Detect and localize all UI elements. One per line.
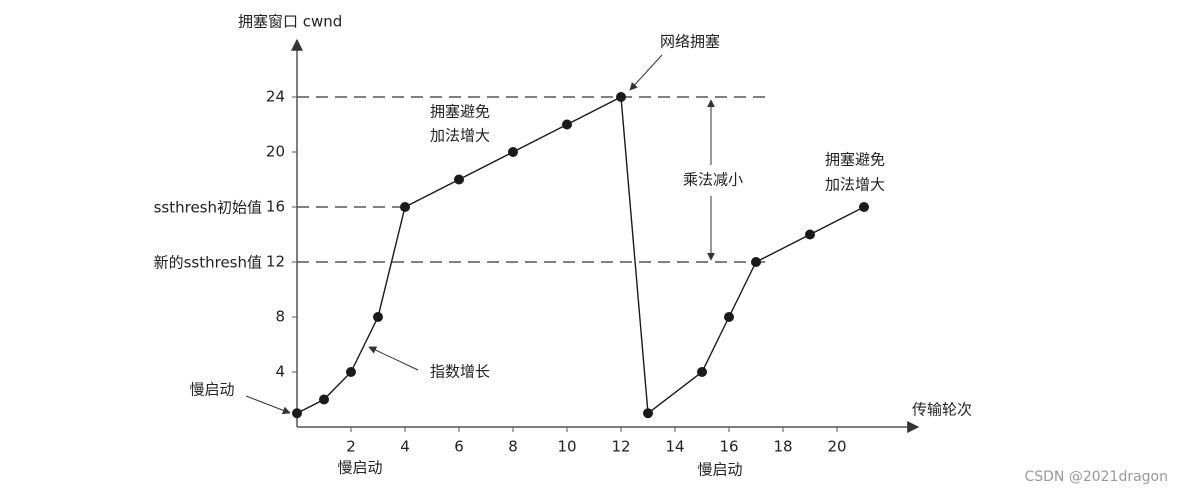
y-axis-label: 拥塞窗口 cwnd bbox=[238, 13, 342, 31]
annotation: 慢启动 bbox=[697, 461, 742, 479]
data-point bbox=[751, 257, 761, 267]
annotation: ssthresh初始值 bbox=[154, 199, 262, 217]
x-tick-label: 18 bbox=[773, 438, 792, 456]
annotation-arrow bbox=[629, 54, 663, 91]
data-point bbox=[562, 119, 572, 130]
data-point bbox=[859, 202, 869, 212]
data-point bbox=[697, 367, 707, 377]
annotation: 慢启动 bbox=[189, 381, 234, 399]
annotation: 新的ssthresh值 bbox=[154, 254, 262, 272]
annotation: 指数增长 bbox=[430, 363, 490, 381]
data-point bbox=[346, 367, 356, 377]
data-point bbox=[616, 92, 626, 102]
data-point bbox=[373, 312, 383, 322]
x-tick-label: 4 bbox=[400, 438, 410, 456]
y-tick-label: 24 bbox=[266, 88, 285, 106]
data-point bbox=[400, 202, 410, 212]
x-tick-label: 10 bbox=[557, 438, 576, 456]
data-point bbox=[508, 147, 518, 157]
x-tick-label: 6 bbox=[454, 438, 464, 456]
y-tick-label: 16 bbox=[266, 198, 285, 216]
data-point bbox=[292, 408, 302, 419]
x-tick-label: 20 bbox=[827, 438, 846, 456]
annotation: 拥塞避免 bbox=[825, 151, 885, 169]
data-point bbox=[319, 394, 329, 405]
annotation: 加法增大 bbox=[825, 176, 885, 194]
x-tick-label: 16 bbox=[719, 438, 738, 456]
x-tick-label: 8 bbox=[508, 438, 518, 456]
annotation-arrow bbox=[368, 346, 419, 371]
data-point bbox=[724, 312, 734, 322]
series-line bbox=[296, 95, 865, 415]
data-point bbox=[454, 174, 464, 185]
y-tick-label: 4 bbox=[275, 363, 285, 381]
y-tick-label: 8 bbox=[275, 308, 285, 326]
watermark: CSDN @2021dragon bbox=[1024, 469, 1168, 485]
annotation: 拥塞避免 bbox=[430, 103, 490, 121]
annotation-arrow bbox=[245, 395, 291, 415]
data-point bbox=[643, 408, 653, 419]
data-point bbox=[805, 229, 815, 240]
annotation: 网络拥塞 bbox=[660, 33, 720, 51]
y-tick-label: 12 bbox=[266, 253, 285, 271]
x-axis-label: 传输轮次 bbox=[912, 401, 972, 419]
x-tick-label: 12 bbox=[611, 438, 630, 456]
x-tick-label: 14 bbox=[665, 438, 684, 456]
annotation: 慢启动 bbox=[337, 459, 382, 477]
annotation: 加法增大 bbox=[430, 127, 490, 145]
annotation: 乘法减小 bbox=[683, 171, 743, 189]
y-tick-label: 20 bbox=[266, 143, 285, 161]
x-tick-label: 2 bbox=[346, 438, 356, 456]
